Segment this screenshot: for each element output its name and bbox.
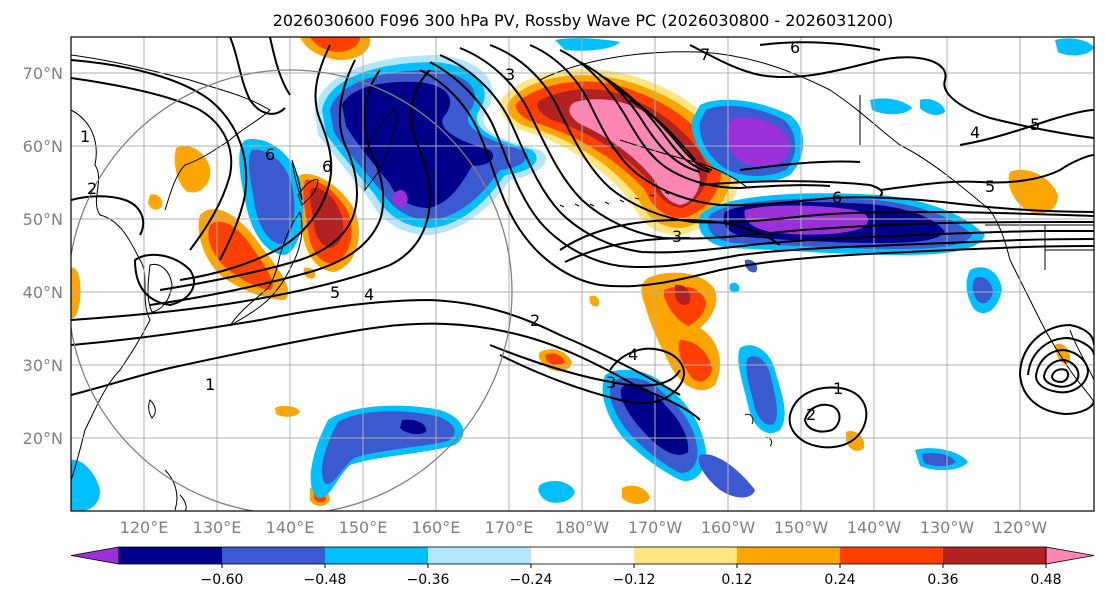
map-frame [70, 36, 1095, 512]
contour-label-3b: 3 [606, 373, 616, 392]
coastlines [71, 51, 1094, 511]
lon-label-150e: 150°E [339, 518, 388, 537]
lat-label-40: 40°N [23, 283, 63, 302]
colorbar-extend-high [1045, 546, 1095, 565]
lon-label-150w: 150°W [774, 518, 829, 537]
colorbar-tick-label: −0.24 [510, 572, 553, 588]
colorbar-tick-label: 0.12 [721, 572, 752, 588]
colorbar-tick-label: −0.48 [304, 572, 347, 588]
lon-label-160e: 160°E [412, 518, 461, 537]
colorbar-tick-label: −0.36 [407, 572, 450, 588]
colorbar-segment [634, 547, 738, 564]
colorbar-extend-low [70, 546, 120, 565]
colorbar-tick-label: 0.36 [927, 572, 958, 588]
lon-labels: 120°E 130°E 140°E 150°E 160°E 170°E 180°… [120, 518, 1048, 537]
contour-label-1: 1 [205, 375, 215, 394]
colorbar-segment [222, 547, 326, 564]
pv-contours [71, 37, 1094, 449]
colorbar-segment [840, 547, 944, 564]
contour-label-2c: 2 [806, 405, 816, 424]
colorbar: −0.60 −0.48 −0.36 −0.24 −0.12 0.12 0.24 0.36 0.4… [70, 546, 1095, 588]
contour-label-1b: 1 [833, 379, 843, 398]
lon-label-180w: 180°W [555, 518, 610, 537]
contour-label-3: 3 [672, 227, 682, 246]
lon-label-120w: 120°W [993, 518, 1048, 537]
colorbar-tick-label: −0.12 [613, 572, 656, 588]
lon-label-140e: 140°E [266, 518, 315, 537]
contour-label-4b: 4 [628, 345, 638, 364]
contour-label-5: 5 [330, 283, 340, 302]
lat-label-50: 50°N [23, 210, 63, 229]
colorbar-tick-label: −0.60 [201, 572, 244, 588]
contour-label-5b: 5 [985, 177, 995, 196]
colorbar-tick-label: 0.48 [1030, 572, 1061, 588]
contour-label-6c: 6 [832, 188, 842, 207]
lat-label-30: 30°N [23, 356, 63, 375]
contour-label-5c: 5 [1030, 115, 1040, 134]
contour-label-7: 7 [700, 45, 710, 64]
lon-label-130e: 130°E [193, 518, 242, 537]
contour-label-3c: 3 [505, 65, 515, 84]
contour-label-2: 2 [530, 311, 540, 330]
lat-label-60: 60°N [23, 137, 63, 156]
contour-label-6b: 6 [322, 157, 332, 176]
map-content: 1 1 1 2 2 2 3 3 3 4 4 4 5 5 5 6 6 6 6 7 [71, 37, 1094, 511]
contour-labels: 1 1 1 2 2 2 3 3 3 4 4 4 5 5 5 6 6 6 6 7 [80, 38, 1040, 424]
lat-label-70: 70°N [23, 64, 63, 83]
lon-label-140w: 140°W [847, 518, 902, 537]
colorbar-outline [118, 546, 1047, 565]
lon-label-160w: 160°W [701, 518, 756, 537]
contour-label-1c: 1 [80, 127, 90, 146]
colorbar-segment [531, 547, 635, 564]
colorbar-segment [325, 547, 429, 564]
contour-label-6: 6 [265, 145, 275, 164]
region-circle [71, 69, 513, 511]
contour-label-6d: 6 [790, 38, 800, 57]
lon-label-170w: 170°W [628, 518, 683, 537]
contour-label-4c: 4 [970, 123, 980, 142]
colorbar-segment [737, 547, 841, 564]
figure-title: 2026030600 F096 300 hPa PV, Rossby Wave … [273, 11, 894, 30]
lat-labels: 70°N 60°N 50°N 40°N 30°N 20°N [23, 64, 63, 448]
colorbar-tick-label: 0.24 [824, 572, 855, 588]
colorbar-segment [119, 547, 223, 564]
contour-label-2b: 2 [87, 179, 97, 198]
lon-label-130w: 130°W [920, 518, 975, 537]
lon-label-120e: 120°E [120, 518, 169, 537]
colorbar-segment [428, 547, 532, 564]
contour-label-4: 4 [364, 285, 374, 304]
lon-label-170e: 170°E [485, 518, 534, 537]
lat-label-20: 20°N [23, 429, 63, 448]
colorbar-segment [943, 547, 1047, 564]
